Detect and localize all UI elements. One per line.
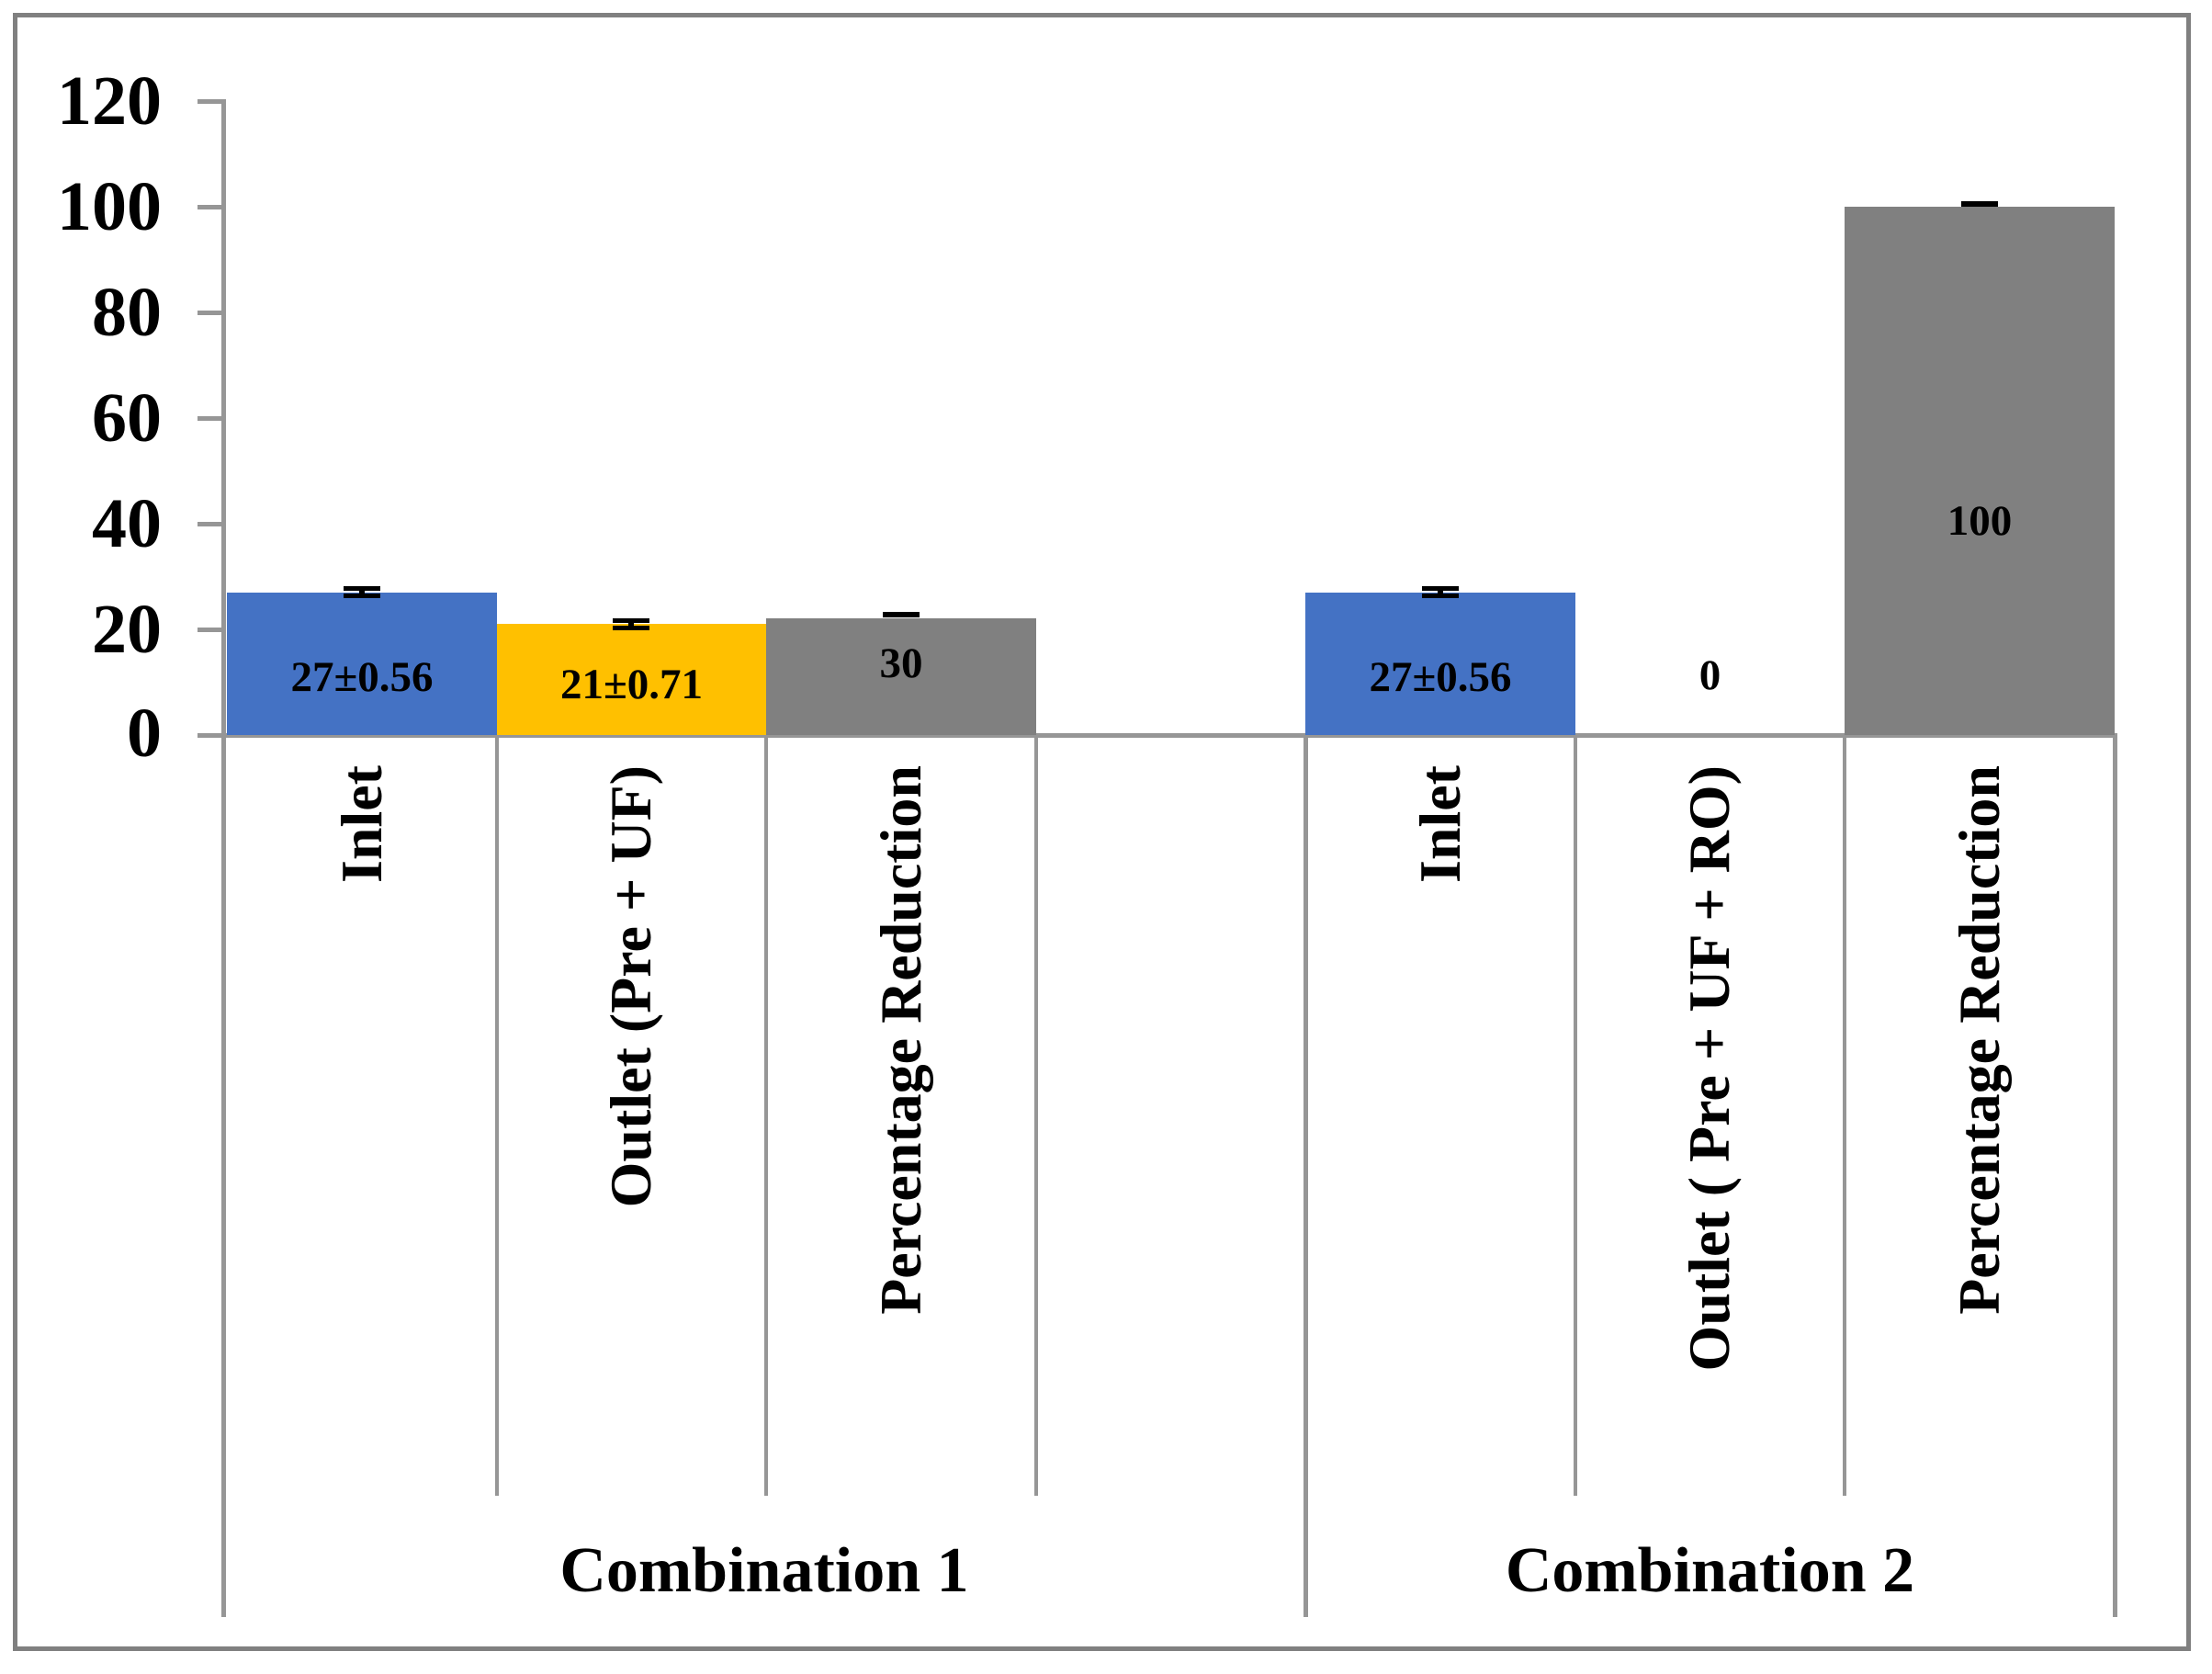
error-bar-cap bbox=[883, 612, 920, 617]
y-axis-tick-label: 0 bbox=[127, 695, 162, 772]
data-label: 21±0.71 bbox=[559, 661, 704, 708]
x-axis-line bbox=[221, 733, 2117, 738]
error-bar-cap bbox=[1422, 594, 1459, 598]
group-separator bbox=[1304, 735, 1308, 1617]
y-tick-mark bbox=[198, 733, 223, 738]
error-bar-cap bbox=[344, 594, 380, 598]
error-bar-stem bbox=[359, 586, 365, 598]
group-separator bbox=[2113, 735, 2117, 1617]
bar-inlet-combination1 bbox=[227, 593, 497, 735]
category-separator bbox=[1034, 735, 1038, 1496]
y-tick-mark bbox=[198, 99, 223, 104]
category-separator bbox=[495, 735, 499, 1496]
data-label: 27±0.56 bbox=[1369, 653, 1512, 701]
group-label-combination1: Combination 1 bbox=[559, 1535, 969, 1606]
bar-reduction-combination1 bbox=[766, 618, 1036, 735]
group-label-combination2: Combination 2 bbox=[1505, 1535, 1915, 1606]
category-label-inlet-c1: Inlet bbox=[329, 765, 394, 883]
data-label: 30 bbox=[879, 639, 923, 687]
error-bar bbox=[1422, 586, 1459, 598]
y-tick-mark bbox=[198, 205, 223, 209]
bar-reduction-combination2 bbox=[1845, 207, 2115, 735]
category-separator bbox=[764, 735, 768, 1496]
data-label: 0 bbox=[1698, 651, 1721, 699]
category-separator bbox=[1574, 735, 1577, 1496]
category-separator bbox=[1843, 735, 1846, 1496]
y-tick-mark bbox=[198, 416, 223, 421]
error-bar-cap bbox=[1961, 201, 1998, 207]
y-tick-mark bbox=[198, 628, 223, 632]
figure-border bbox=[13, 13, 2191, 1651]
error-bar bbox=[344, 586, 380, 598]
y-axis-line bbox=[221, 99, 226, 1617]
y-tick-mark bbox=[198, 311, 223, 315]
data-label: 27±0.56 bbox=[290, 653, 434, 701]
category-label-inlet-c2: Inlet bbox=[1407, 765, 1473, 883]
y-tick-mark bbox=[198, 522, 223, 526]
category-label-outlet-c1: Outlet (Pre + UF) bbox=[598, 765, 663, 1208]
error-bar-stem bbox=[1438, 586, 1443, 598]
error-bar-stem bbox=[628, 618, 634, 630]
category-label-reduction-c1: Percentage Reduction bbox=[868, 765, 933, 1315]
category-label-reduction-c2: Percentage Reduction bbox=[1947, 765, 2012, 1315]
y-axis-tick-label: 40 bbox=[92, 485, 162, 562]
y-axis-tick-label: 20 bbox=[92, 591, 162, 668]
bar-inlet-combination2 bbox=[1305, 593, 1575, 735]
error-bar-cap bbox=[613, 626, 649, 630]
category-label-outlet-c2: Outlet ( Pre + UF + RO) bbox=[1676, 765, 1742, 1372]
y-axis-tick-label: 80 bbox=[92, 274, 162, 351]
error-bar bbox=[613, 618, 649, 630]
data-label: 100 bbox=[1947, 497, 2013, 545]
y-axis-tick-label: 100 bbox=[57, 168, 162, 245]
bar-outlet-combination1 bbox=[497, 624, 766, 735]
y-axis-tick-label: 120 bbox=[57, 62, 162, 140]
y-axis-tick-label: 60 bbox=[92, 379, 162, 457]
